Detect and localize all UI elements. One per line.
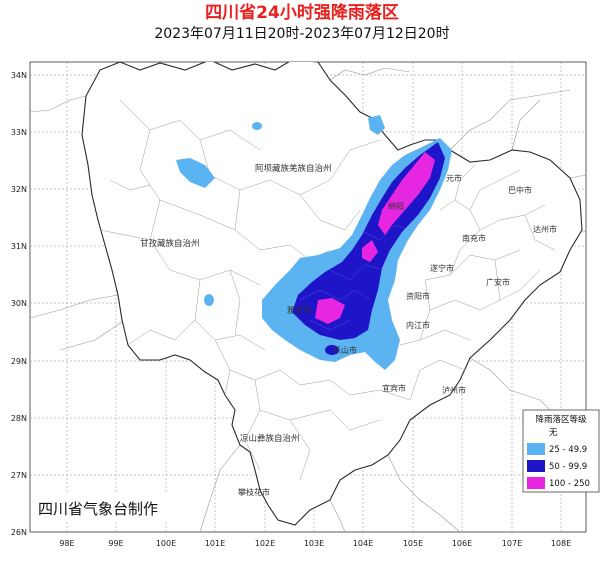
y-tick-label: 30N — [11, 299, 27, 308]
legend-label-heavy: 50 - 99.9 — [549, 462, 587, 472]
x-axis-labels: 98E 99E 100E 101E 102E 103E 104E 105E 10… — [59, 539, 571, 548]
x-tick-label: 105E — [403, 539, 423, 548]
credit-text: 四川省气象台制作 — [38, 500, 158, 518]
county-boundaries-overlay — [299, 184, 426, 331]
region-label-aba: 阿坝藏族羌族自治州 — [255, 163, 332, 174]
map-title: 四川省24小时强降雨落区 — [205, 3, 399, 23]
city-label-yibin: 宜宾市 — [382, 383, 406, 393]
y-tick-label: 26N — [11, 528, 27, 537]
legend-swatch-moderate — [527, 443, 545, 455]
credit-background — [32, 494, 172, 522]
x-tick-label: 104E — [353, 539, 373, 548]
city-label-panzhihua: 攀枝花市 — [238, 487, 270, 497]
x-tick-label: 99E — [108, 539, 123, 548]
x-tick-label: 107E — [502, 539, 522, 548]
x-tick-label: 103E — [304, 539, 324, 548]
credit-box: 四川省气象台制作 — [32, 494, 172, 522]
y-tick-label: 29N — [11, 357, 27, 366]
city-label-mianyang: 绵阳 — [388, 201, 404, 211]
rain-area-moderate-patch — [368, 115, 385, 135]
x-tick-label: 106E — [452, 539, 472, 548]
city-label-dazhou: 达州市 — [533, 224, 557, 234]
legend-label-none: 无 — [549, 428, 558, 438]
rain-area-moderate-patch — [176, 158, 215, 188]
rain-area-torrential — [315, 298, 345, 324]
neighbor-province-boundaries — [30, 67, 586, 532]
city-label-guangyuan: 元市 — [446, 173, 462, 183]
y-tick-label: 34N — [11, 71, 27, 80]
region-label-ganzi: 甘孜藏族自治州 — [140, 238, 200, 249]
y-tick-label: 28N — [11, 414, 27, 423]
legend-swatch-heavy — [527, 460, 545, 472]
city-label-neijiang: 内江市 — [406, 320, 430, 330]
x-tick-label: 98E — [59, 539, 74, 548]
rain-area-moderate-patch — [204, 294, 214, 306]
city-label-luzhou: 泸州市 — [442, 385, 466, 395]
region-label-liangshan: 凉山彝族自治州 — [240, 433, 300, 444]
x-tick-label: 102E — [255, 539, 275, 548]
x-tick-label: 108E — [551, 539, 571, 548]
legend-swatch-torrential — [527, 477, 545, 489]
city-label-guangan: 广安市 — [486, 277, 510, 287]
city-label-yaan: 雅安市 — [287, 305, 311, 315]
legend-swatch-none — [527, 426, 545, 438]
city-label-leshan: 乐山市 — [333, 345, 357, 355]
legend-label-torrential: 100 - 250 — [549, 479, 590, 489]
map-subtitle: 2023年07月11日20时-2023年07月12日20时 — [154, 26, 450, 42]
legend: 降雨落区等级 无 25 - 49.9 50 - 99.9 100 - 250 — [522, 409, 600, 493]
legend-title: 降雨落区等级 — [535, 414, 587, 425]
y-tick-label: 31N — [11, 242, 27, 251]
rain-area-moderate-patch — [378, 347, 390, 357]
rain-area-torrential — [362, 240, 378, 262]
y-axis-labels: 34N 33N 32N 31N 30N 29N 28N 27N 26N — [11, 71, 27, 537]
y-tick-label: 27N — [11, 471, 27, 480]
rain-area-torrential — [378, 152, 435, 235]
rain-area-heavy-patch — [325, 345, 339, 355]
city-label-ziyang: 资阳市 — [406, 291, 430, 301]
city-label-suining: 遂宁市 — [430, 263, 454, 273]
y-tick-label: 33N — [11, 128, 27, 137]
x-tick-label: 100E — [156, 539, 176, 548]
legend-label-moderate: 25 - 49.9 — [549, 445, 587, 455]
rain-area-moderate-patch — [252, 122, 262, 130]
city-label-bazhong: 巴中市 — [508, 185, 532, 195]
y-tick-label: 32N — [11, 185, 27, 194]
city-label-nanchong: 南充市 — [462, 233, 486, 243]
x-tick-label: 101E — [205, 539, 225, 548]
county-boundaries — [99, 99, 556, 481]
